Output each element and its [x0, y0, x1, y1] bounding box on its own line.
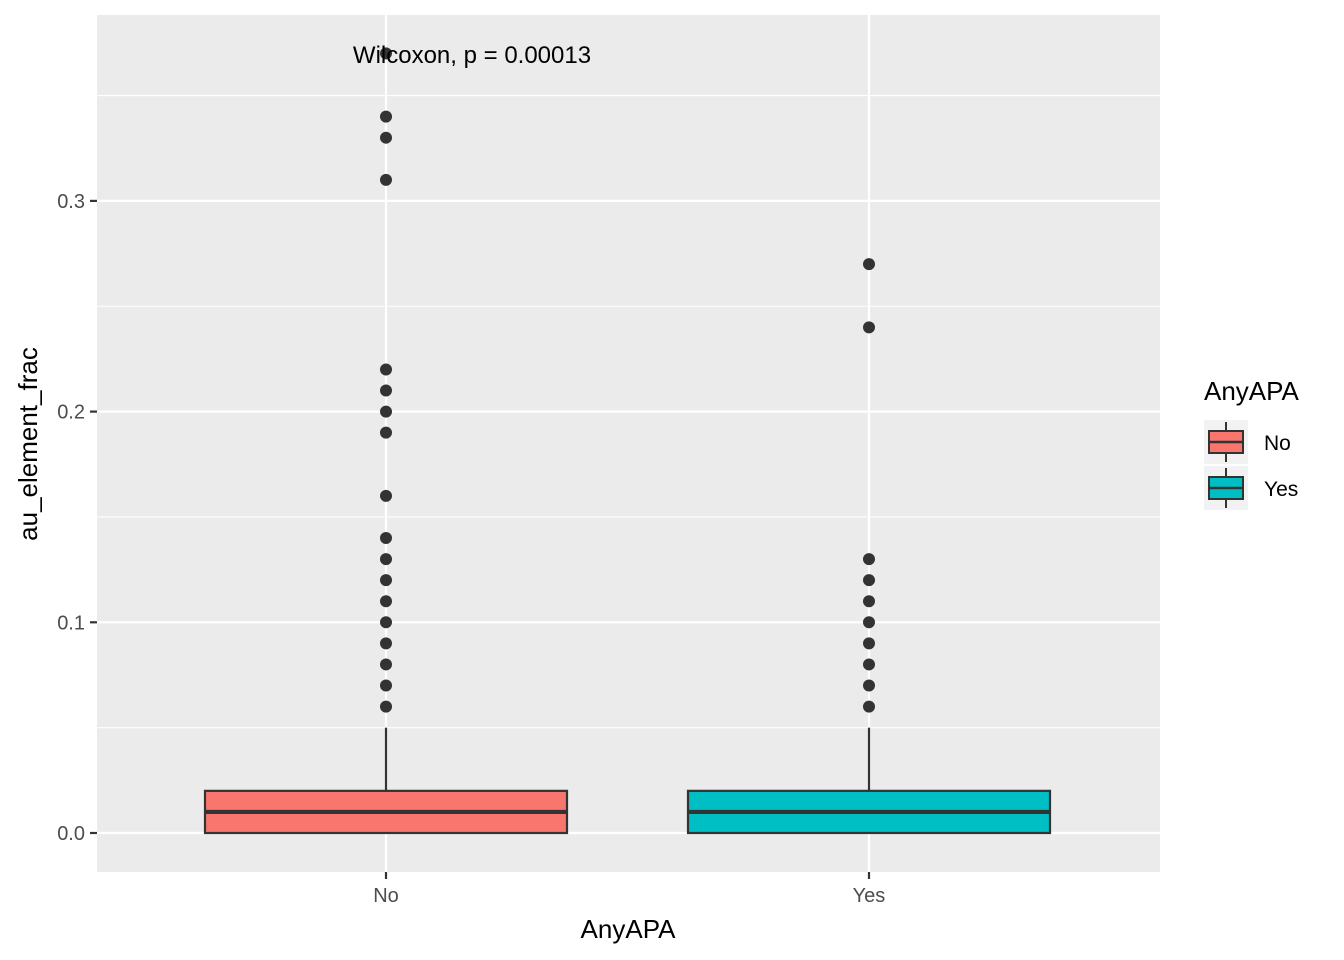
outlier-point [380, 173, 392, 186]
outlier-point [380, 574, 392, 587]
outlier-point [380, 489, 392, 502]
outlier-point [380, 384, 392, 397]
outlier-point [863, 321, 875, 334]
y-tick-label: 0.3 [57, 191, 85, 213]
x-axis-title: AnyAPA [581, 914, 677, 944]
outlier-point [380, 658, 392, 671]
outlier-point [863, 700, 875, 713]
y-tick-label: 0.0 [57, 823, 85, 845]
outlier-point [380, 616, 392, 629]
legend-label: No [1264, 432, 1291, 455]
legend-title: AnyAPA [1204, 376, 1300, 406]
outlier-point [380, 110, 392, 123]
outlier-point [380, 595, 392, 608]
outlier-point [863, 637, 875, 650]
outlier-point [380, 363, 392, 376]
outlier-point [863, 679, 875, 692]
legend: AnyAPA No Yes [1204, 376, 1300, 510]
x-tick-label: Yes [853, 885, 886, 907]
y-tick-label: 0.2 [57, 402, 85, 424]
outlier-point [380, 700, 392, 713]
box-no [203, 47, 569, 835]
outlier-point [380, 426, 392, 439]
outlier-point [380, 679, 392, 692]
outlier-point [863, 258, 875, 271]
outlier-point [380, 553, 392, 566]
outlier-point [863, 616, 875, 629]
box-yes [686, 258, 1052, 835]
legend-item-no: No [1204, 420, 1291, 464]
plot-marks [203, 47, 1052, 835]
wilcoxon-annotation: Wilcoxon, p = 0.00013 [353, 42, 591, 69]
panel-background [97, 15, 1160, 872]
outlier-point [863, 658, 875, 671]
outlier-point [380, 47, 392, 60]
outlier-point [863, 574, 875, 587]
outlier-point [380, 405, 392, 418]
legend-label: Yes [1264, 478, 1298, 501]
outlier-point [380, 532, 392, 545]
y-tick-label: 0.1 [57, 612, 85, 634]
legend-item-yes: Yes [1204, 466, 1298, 510]
plot-panel [97, 15, 1160, 872]
outlier-point [380, 131, 392, 144]
outlier-point [863, 553, 875, 566]
axes: 0.0 0.1 0.2 0.3 No Yes [57, 191, 885, 907]
outlier-point [863, 595, 875, 608]
y-axis-title: au_element_frac [13, 347, 43, 541]
outlier-point [380, 637, 392, 650]
x-tick-label: No [373, 885, 399, 907]
